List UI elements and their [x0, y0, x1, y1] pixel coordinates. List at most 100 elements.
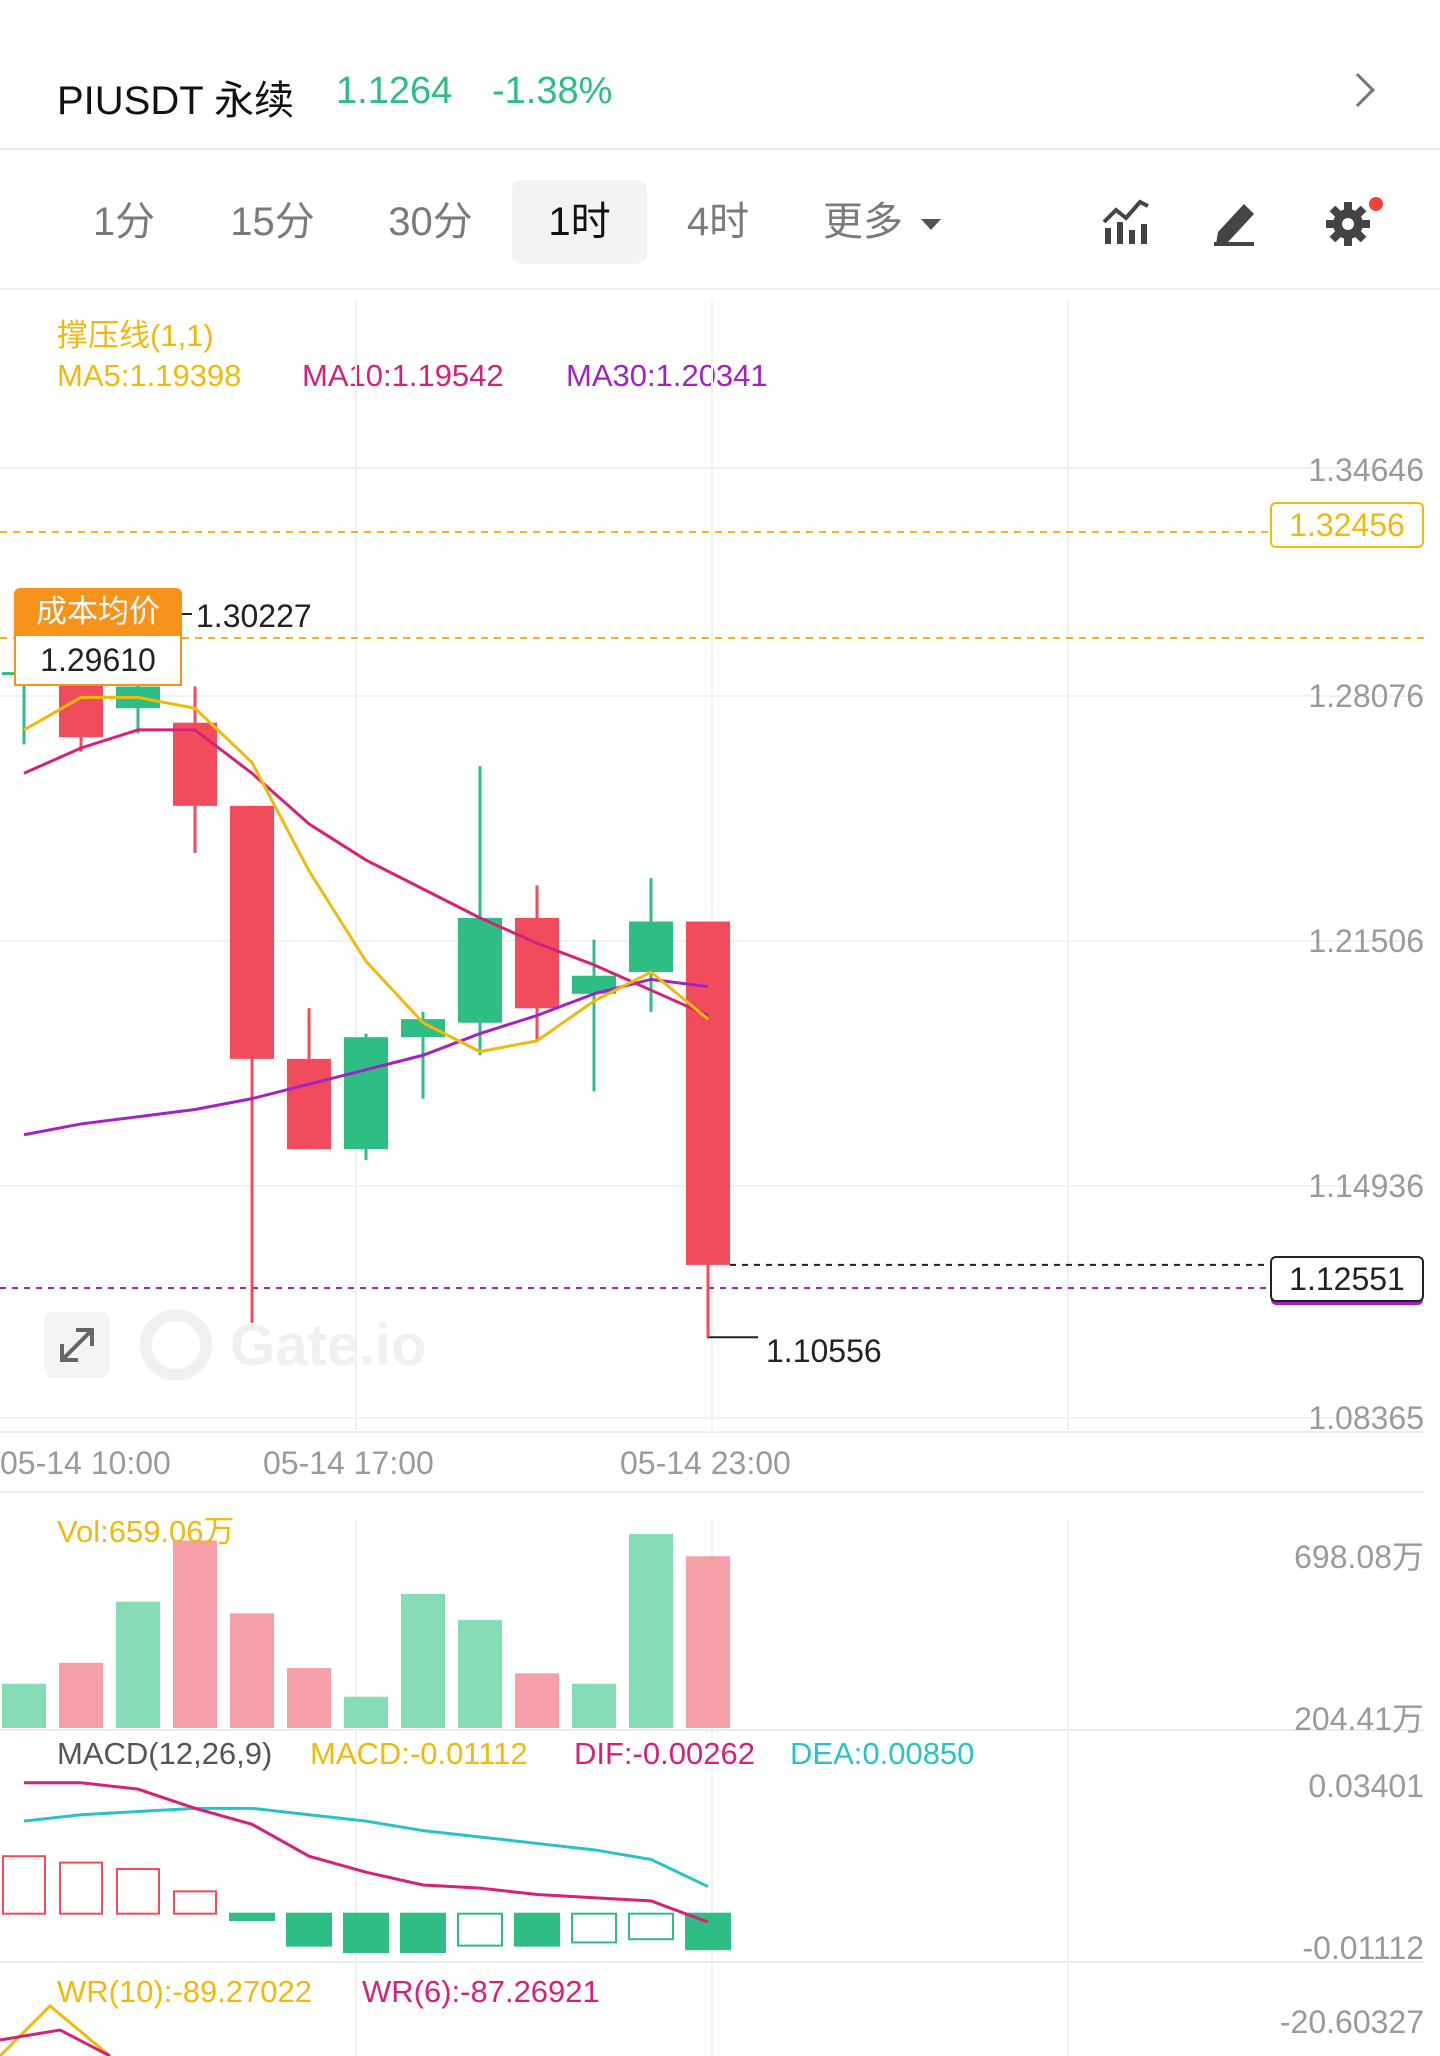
- macd-value: MACD:-0.01112: [310, 1736, 528, 1771]
- current-price-tag[interactable]: 1.12551: [1270, 1256, 1424, 1302]
- dif-line: [24, 1781, 709, 1924]
- tab-more-label: 更多: [823, 200, 903, 244]
- volume-bars: [2, 1533, 730, 1728]
- candle-body: [458, 917, 502, 1023]
- macd-histogram-bar: [400, 1912, 446, 1953]
- wr6-value: WR(6):-87.26921: [362, 1974, 600, 2009]
- cost-average-label: 成本均价: [14, 588, 182, 636]
- candle-body: [515, 917, 559, 1009]
- reference-lines: [0, 531, 1424, 1339]
- volume-bar: [59, 1662, 103, 1728]
- high-price-marker: 1.30227: [196, 598, 312, 634]
- macd-panel: [2, 1781, 731, 1953]
- header-bar: PIUSDT 永续 1.1264 -1.38%: [0, 0, 1440, 150]
- price-axis-label: 1.08365: [1308, 1400, 1424, 1436]
- volume-bar: [287, 1668, 331, 1728]
- time-axis-label: 05-14 10:00: [0, 1445, 171, 1481]
- low-price-marker: 1.10556: [766, 1333, 882, 1369]
- volume-legend: Vol:659.06万: [57, 1514, 235, 1549]
- dea-line: [23, 1806, 709, 1888]
- volume-bar: [572, 1683, 616, 1728]
- macd-title: MACD(12,26,9): [57, 1736, 273, 1771]
- price-axis-label: 1.28076: [1308, 678, 1424, 714]
- volume-bar: [173, 1540, 217, 1728]
- ma30-label: MA30:1.20341: [566, 358, 768, 393]
- wr-panel: [0, 2003, 111, 2056]
- price-change: -1.38%: [492, 70, 613, 112]
- tab-more[interactable]: 更多: [812, 180, 952, 264]
- ma5-line: [23, 695, 709, 1054]
- macd-histogram-bar: [571, 1912, 617, 1944]
- volume-bar: [686, 1556, 730, 1728]
- wr10-line: [0, 2003, 111, 2056]
- candle-body: [230, 805, 274, 1059]
- tab-30m[interactable]: 30分: [388, 200, 473, 244]
- gateio-watermark: Gate.io: [140, 1309, 427, 1381]
- chart-grid: [0, 300, 1424, 2056]
- low-marker-line: [707, 1264, 758, 1339]
- volume-axis-bottom: 204.41万: [1294, 1701, 1424, 1737]
- macd-histogram-bar: [229, 1912, 275, 1922]
- candle-body: [401, 1019, 445, 1038]
- macd-histogram-bar: [173, 1890, 217, 1915]
- macd-histogram-bar: [685, 1912, 731, 1951]
- tab-4h[interactable]: 4时: [686, 200, 750, 244]
- price-axis-label: 1.34646: [1308, 452, 1424, 488]
- volume-bar: [458, 1619, 502, 1728]
- macd-histogram-bar: [2, 1855, 46, 1915]
- dif-value: DIF:-0.00262: [574, 1736, 755, 1771]
- wr6-line: [0, 2028, 111, 2056]
- volume-bar: [116, 1601, 160, 1728]
- ma-lines: [23, 695, 709, 1137]
- macd-histogram-bar: [514, 1912, 560, 1947]
- volume-bar: [515, 1673, 559, 1728]
- dea-value: DEA:0.00850: [790, 1736, 975, 1771]
- cost-average-value: 1.29610: [14, 636, 182, 686]
- tab-1h[interactable]: 1时: [512, 180, 647, 264]
- macd-histogram-bar: [116, 1867, 160, 1915]
- resistance-price-tag[interactable]: 1.32456: [1270, 502, 1424, 548]
- tab-1m[interactable]: 1分: [92, 200, 156, 244]
- notification-dot: [1369, 197, 1383, 211]
- candle-body: [344, 1037, 388, 1150]
- volume-bar: [629, 1533, 673, 1728]
- price-axis-label: 1.14936: [1308, 1168, 1424, 1204]
- tab-15m[interactable]: 15分: [230, 200, 315, 244]
- macd-histogram-bar: [286, 1912, 332, 1947]
- macd-histogram-bar: [59, 1861, 103, 1915]
- volume-bar: [2, 1683, 46, 1728]
- expand-icon: [60, 1328, 94, 1362]
- ma10-label: MA10:1.19542: [302, 358, 504, 393]
- candle-body: [629, 921, 673, 973]
- macd-histogram-bar: [457, 1912, 503, 1947]
- candle-body: [287, 1058, 331, 1150]
- timeframe-tabs: 1分 15分 30分 1时 4时 更多: [0, 150, 1440, 290]
- macd-histogram-bar: [628, 1912, 674, 1941]
- volume-bar: [401, 1593, 445, 1728]
- last-price: 1.1264: [336, 70, 453, 112]
- svg-text:Gate.io: Gate.io: [230, 1313, 427, 1378]
- wr-axis-label: -20.60327: [1279, 2004, 1424, 2040]
- support-resistance-label: 撑压线(1,1): [57, 318, 214, 353]
- indicators-icon[interactable]: [1100, 196, 1152, 248]
- price-axis-label: 1.21506: [1308, 923, 1424, 959]
- time-axis-label: 05-14 23:00: [620, 1445, 791, 1481]
- ma10-line: [23, 728, 709, 1017]
- volume-bar: [230, 1613, 274, 1728]
- candles: [2, 628, 730, 1338]
- wr10-value: WR(10):-89.27022: [57, 1974, 313, 2009]
- volume-axis-top: 698.08万: [1294, 1539, 1424, 1575]
- macd-axis-bottom: -0.01112: [1302, 1930, 1424, 1966]
- volume-bar: [344, 1696, 388, 1728]
- macd-axis-top: 0.03401: [1308, 1768, 1424, 1804]
- time-axis-label: 05-14 17:00: [263, 1445, 434, 1481]
- expand-button[interactable]: [44, 1312, 110, 1378]
- symbol-title[interactable]: PIUSDT 永续: [57, 79, 295, 123]
- macd-histogram-bar: [343, 1912, 389, 1953]
- ma30-line: [23, 977, 709, 1137]
- settings-icon[interactable]: [1322, 192, 1384, 254]
- candle-body: [572, 975, 616, 994]
- draw-icon[interactable]: [1210, 196, 1262, 248]
- candle-body: [686, 921, 730, 1265]
